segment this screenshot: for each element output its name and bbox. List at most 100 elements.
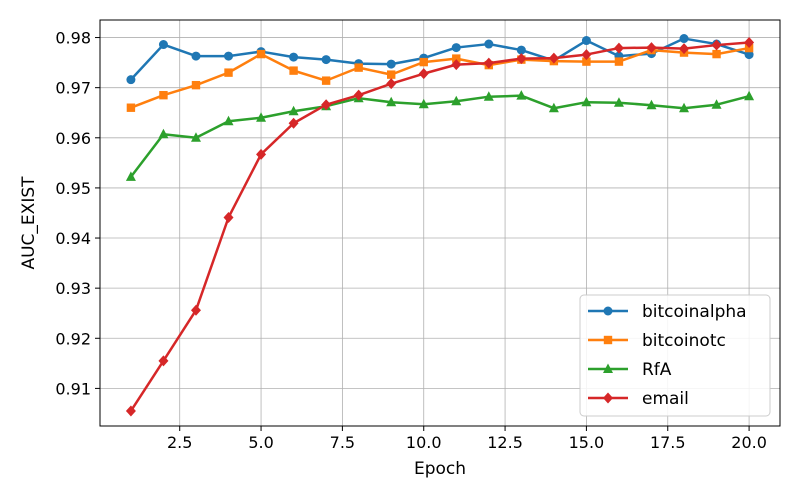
legend-label-email: email bbox=[642, 389, 689, 409]
data-point-RfA-12 bbox=[483, 91, 494, 101]
data-point-bitcoinotc-2 bbox=[159, 90, 168, 100]
legend-box bbox=[579, 294, 771, 417]
data-point-email-11 bbox=[451, 59, 462, 71]
series-line-bitcoinotc bbox=[130, 46, 750, 109]
series-line-bitcoinalpha bbox=[129, 37, 750, 81]
data-point-bitcoinalpha-9 bbox=[386, 59, 396, 69]
legend: bitcoinalpha bitcoinotc RfA email bbox=[579, 294, 771, 417]
data-point-bitcoinotc-20 bbox=[744, 43, 754, 53]
data-point-bitcoinotc-19 bbox=[712, 49, 721, 59]
y-tick-label-5: 0.96 bbox=[55, 129, 91, 148]
data-point-email-15 bbox=[581, 49, 592, 61]
data-point-RfA-19 bbox=[711, 99, 722, 109]
data-point-RfA-15 bbox=[581, 96, 592, 107]
y-tick-label-0: 0.91 bbox=[55, 379, 91, 398]
legend-marker-email bbox=[603, 392, 613, 404]
data-point-RfA-11 bbox=[451, 95, 462, 106]
y-tick-label-7: 0.98 bbox=[55, 29, 91, 48]
data-point-bitcoinotc-10 bbox=[419, 57, 428, 67]
data-point-RfA-6 bbox=[288, 105, 299, 116]
data-point-bitcoinalpha-1 bbox=[126, 75, 136, 85]
legend-item-bitcoinalpha: bitcoinalpha bbox=[588, 302, 747, 322]
y-tick-label-2: 0.93 bbox=[55, 279, 91, 298]
data-point-bitcoinalpha-3 bbox=[191, 51, 201, 61]
data-point-email-18 bbox=[679, 43, 690, 55]
data-point-bitcoinalpha-6 bbox=[289, 52, 299, 62]
data-point-email-12 bbox=[483, 57, 494, 69]
legend-marker-bitcoinotc bbox=[603, 335, 613, 345]
data-point-RfA-18 bbox=[679, 102, 690, 113]
data-point-RfA-2 bbox=[158, 128, 169, 139]
data-point-bitcoinotc-7 bbox=[321, 76, 331, 85]
data-point-email-5 bbox=[256, 148, 267, 160]
data-point-bitcoinalpha-20 bbox=[744, 50, 754, 60]
data-point-RfA-14 bbox=[548, 102, 559, 113]
data-point-email-3 bbox=[190, 304, 201, 316]
legend-marker-bitcoinalpha bbox=[603, 306, 613, 316]
legend-label-bitcoinalpha: bitcoinalpha bbox=[642, 302, 747, 322]
data-point-email-20 bbox=[744, 37, 755, 49]
data-point-email-1 bbox=[125, 405, 136, 417]
data-point-RfA-5 bbox=[256, 112, 267, 122]
data-point-bitcoinotc-1 bbox=[126, 103, 136, 112]
data-point-RfA-9 bbox=[386, 96, 397, 107]
series-email bbox=[125, 37, 755, 417]
y-tick-label-4: 0.95 bbox=[55, 179, 91, 198]
legend-label-RfA: RfA bbox=[642, 360, 672, 380]
data-point-email-17 bbox=[646, 42, 657, 54]
plot-frame bbox=[99, 19, 781, 427]
data-point-email-8 bbox=[353, 89, 364, 101]
y-tick-label-6: 0.97 bbox=[55, 79, 91, 98]
x-tick-label-2: 7.5 bbox=[330, 433, 355, 452]
data-point-RfA-10 bbox=[418, 98, 429, 109]
data-point-RfA-17 bbox=[646, 99, 657, 110]
data-point-bitcoinotc-4 bbox=[224, 68, 233, 77]
legend-item-RfA: RfA bbox=[588, 360, 672, 380]
data-point-bitcoinotc-16 bbox=[614, 57, 624, 66]
data-point-email-13 bbox=[516, 53, 527, 65]
data-point-RfA-4 bbox=[223, 115, 234, 126]
data-point-bitcoinalpha-2 bbox=[158, 40, 168, 50]
data-point-bitcoinotc-3 bbox=[191, 80, 201, 90]
x-tick-label-0: 2.5 bbox=[167, 433, 192, 452]
data-point-bitcoinalpha-7 bbox=[321, 55, 331, 65]
legend-item-bitcoinotc: bitcoinotc bbox=[588, 331, 726, 351]
x-tick-label-6: 17.5 bbox=[650, 433, 686, 452]
data-point-bitcoinalpha-18 bbox=[679, 34, 689, 44]
data-point-bitcoinalpha-15 bbox=[581, 36, 591, 46]
series-RfA bbox=[125, 90, 755, 181]
y-axis-label: AUC_EXIST bbox=[19, 176, 39, 270]
data-point-email-2 bbox=[158, 355, 169, 367]
data-point-email-16 bbox=[613, 42, 624, 54]
x-tick-label-7: 20.0 bbox=[731, 433, 767, 452]
data-point-RfA-1 bbox=[125, 171, 136, 181]
data-point-bitcoinalpha-4 bbox=[224, 51, 234, 61]
series-layer bbox=[125, 34, 755, 417]
x-axis-label: Epoch bbox=[414, 459, 466, 479]
axis-ticks: 2.5 5.0 7.5 10.0 12.5 15.0 17.5 20.0 0.91 0.92 0.9… bbox=[55, 29, 767, 452]
x-tick-label-3: 10.0 bbox=[406, 433, 442, 452]
data-point-bitcoinalpha-13 bbox=[516, 45, 526, 55]
data-point-bitcoinotc-11 bbox=[452, 54, 461, 63]
data-point-email-4 bbox=[223, 211, 234, 223]
data-point-email-10 bbox=[418, 68, 429, 80]
legend-label-bitcoinotc: bitcoinotc bbox=[642, 331, 726, 351]
data-point-email-9 bbox=[386, 78, 397, 90]
y-tick-label-1: 0.92 bbox=[55, 329, 91, 348]
legend-marker-RfA bbox=[603, 363, 613, 373]
x-tick-label-4: 12.5 bbox=[487, 433, 523, 452]
data-point-bitcoinotc-9 bbox=[386, 70, 396, 79]
data-point-bitcoinalpha-11 bbox=[451, 43, 461, 53]
data-point-bitcoinotc-5 bbox=[256, 49, 266, 59]
series-line-RfA bbox=[129, 94, 750, 178]
data-point-email-7 bbox=[321, 99, 332, 111]
x-tick-label-5: 15.0 bbox=[569, 433, 605, 452]
data-point-RfA-20 bbox=[744, 90, 755, 101]
data-point-email-14 bbox=[548, 52, 559, 64]
x-tick-label-1: 5.0 bbox=[248, 433, 273, 452]
data-point-RfA-3 bbox=[190, 132, 201, 142]
data-point-RfA-16 bbox=[613, 97, 624, 107]
data-point-bitcoinotc-8 bbox=[354, 63, 363, 72]
